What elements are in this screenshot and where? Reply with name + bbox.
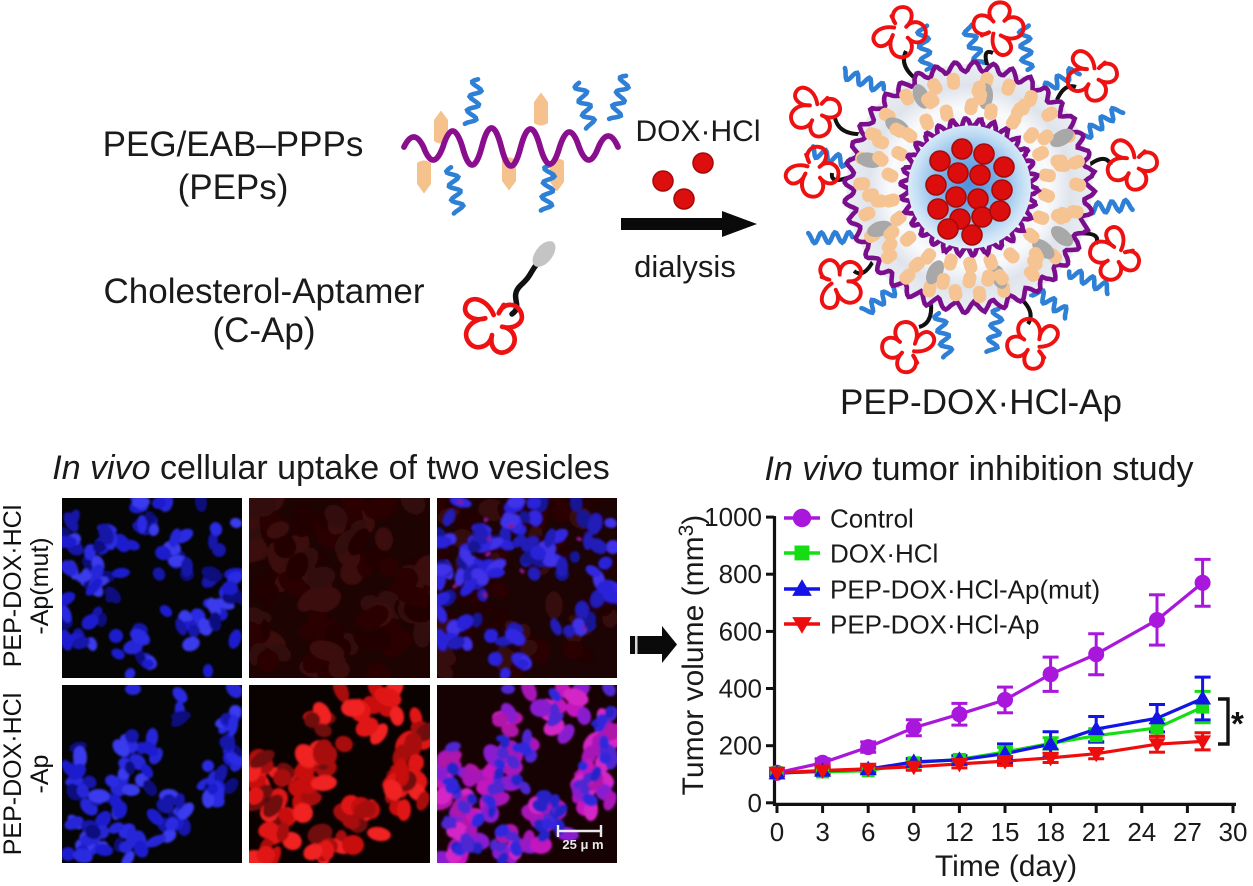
svg-text:Tumor volume (mm3): Tumor volume (mm3) xyxy=(675,515,710,796)
svg-text:DOX·HCl: DOX·HCl xyxy=(830,539,938,569)
svg-text:*: * xyxy=(1231,705,1244,742)
svg-text:400: 400 xyxy=(719,674,762,704)
svg-text:12: 12 xyxy=(945,817,974,847)
svg-text:DOX·HCl: DOX·HCl xyxy=(636,115,761,148)
svg-text:0: 0 xyxy=(770,817,784,847)
svg-text:1000: 1000 xyxy=(704,502,762,532)
svg-text:24: 24 xyxy=(1127,817,1156,847)
svg-text:(C-Ap): (C-Ap) xyxy=(212,311,315,350)
svg-text:-Ap(mut): -Ap(mut) xyxy=(26,537,54,634)
svg-text:21: 21 xyxy=(1082,817,1111,847)
svg-text:600: 600 xyxy=(719,616,762,646)
svg-text:9: 9 xyxy=(907,817,921,847)
svg-text:30: 30 xyxy=(1219,817,1248,847)
svg-text:0: 0 xyxy=(748,788,762,818)
svg-text:800: 800 xyxy=(719,559,762,589)
svg-text:Time (day): Time (day) xyxy=(935,850,1077,883)
svg-text:6: 6 xyxy=(861,817,875,847)
svg-text:dialysis: dialysis xyxy=(634,249,736,284)
svg-text:27: 27 xyxy=(1173,817,1202,847)
svg-text:PEP-DOX·HCl-Ap: PEP-DOX·HCl-Ap xyxy=(840,383,1122,422)
svg-text:18: 18 xyxy=(1036,817,1065,847)
svg-text:200: 200 xyxy=(719,731,762,761)
svg-text:Cholesterol-Aptamer: Cholesterol-Aptamer xyxy=(104,272,425,311)
svg-text:PEP-DOX·HCl: PEP-DOX·HCl xyxy=(0,505,27,668)
svg-text:PEP-DOX·HCl: PEP-DOX·HCl xyxy=(0,693,27,856)
svg-text:In vivo cellular uptake of two: In vivo cellular uptake of two vesicles xyxy=(52,449,609,487)
svg-text:15: 15 xyxy=(991,817,1020,847)
svg-text:In vivo tumor inhibition study: In vivo tumor inhibition study xyxy=(765,450,1194,488)
svg-text:PEP-DOX·HCl-Ap(mut): PEP-DOX·HCl-Ap(mut) xyxy=(830,575,1100,605)
svg-text:3: 3 xyxy=(815,817,829,847)
svg-text:Control: Control xyxy=(830,504,914,534)
svg-text:PEG/EAB–PPPs: PEG/EAB–PPPs xyxy=(103,125,364,164)
svg-text:25 μ m: 25 μ m xyxy=(562,837,603,852)
svg-text:-Ap: -Ap xyxy=(26,755,54,794)
svg-text:PEP-DOX·HCl-Ap: PEP-DOX·HCl-Ap xyxy=(830,610,1039,640)
svg-text:(PEPs): (PEPs) xyxy=(178,168,289,207)
